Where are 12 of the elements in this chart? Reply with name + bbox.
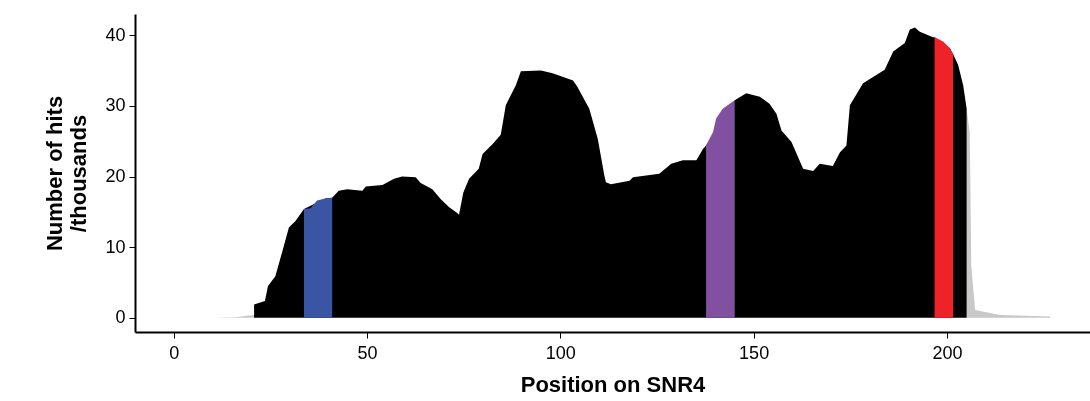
x-tick-label: 100 — [545, 342, 576, 363]
y-tick-label: 20 — [105, 166, 126, 187]
y-axis-title: Number of hits /thousands — [42, 95, 92, 252]
x-axis-title: Position on SNR4 — [520, 371, 707, 397]
x-tick-label: 150 — [739, 342, 770, 363]
x-tick-label: 200 — [932, 342, 963, 363]
y-tick-label: 40 — [105, 24, 126, 45]
y-tick-label: 10 — [105, 236, 126, 257]
x-tick-label: 0 — [169, 342, 180, 363]
x-tick-label: 50 — [357, 342, 378, 363]
y-tick-label: 30 — [105, 95, 126, 116]
y-tick-label: 0 — [115, 307, 126, 328]
